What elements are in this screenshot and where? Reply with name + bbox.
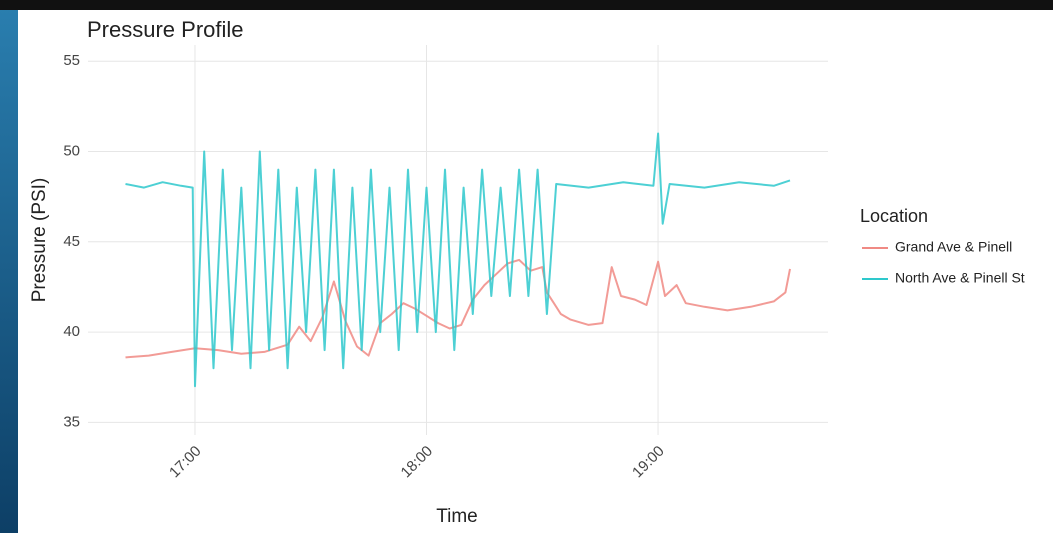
y-tick-label: 55 <box>63 52 80 69</box>
series-line <box>125 132 791 388</box>
chart-panel <box>18 10 1053 533</box>
legend-label: Grand Ave & Pinell <box>895 239 1012 255</box>
legend-label: North Ave & Pinell St <box>895 270 1025 286</box>
chart-title: Pressure Profile <box>87 17 244 42</box>
y-tick-label: 50 <box>63 142 80 159</box>
y-tick-label: 35 <box>63 413 80 430</box>
top-strip <box>0 0 1053 10</box>
y-tick-label: 40 <box>63 323 80 340</box>
y-axis-label: Pressure (PSI) <box>29 178 50 303</box>
x-axis-label: Time <box>436 506 478 527</box>
legend-title: Location <box>860 206 928 226</box>
y-tick-label: 45 <box>63 233 80 250</box>
